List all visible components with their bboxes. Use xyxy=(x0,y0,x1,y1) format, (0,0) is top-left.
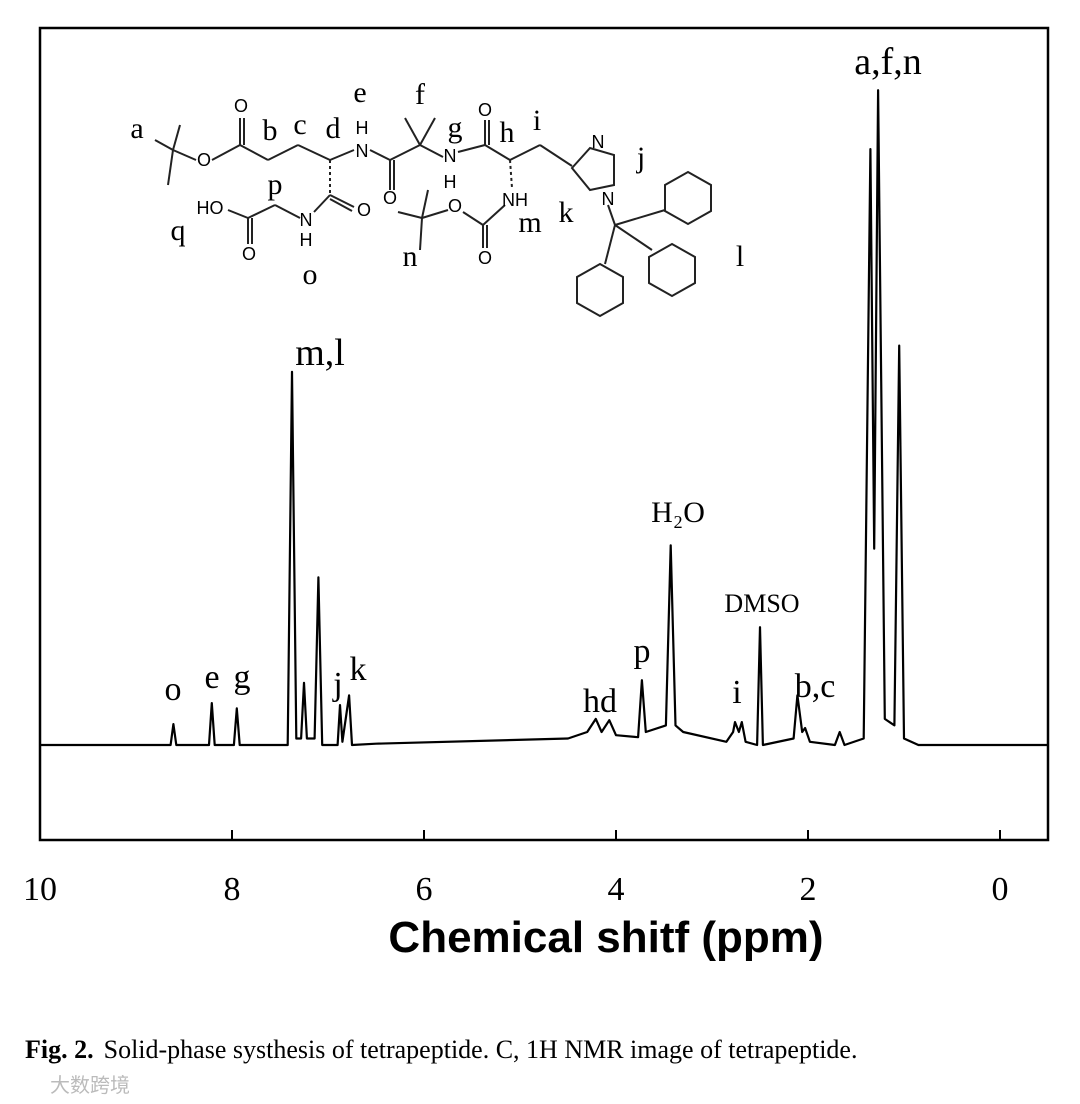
structure-atom: NH xyxy=(502,190,528,210)
peak-annotation: m,l xyxy=(295,332,345,374)
structure-label: l xyxy=(736,240,744,273)
structure-atom: O xyxy=(448,196,462,216)
caption-label: Fig. 2. xyxy=(25,1035,94,1064)
structure-atom: O xyxy=(478,248,492,268)
x-tick-label: 2 xyxy=(800,871,817,908)
peak-annotation: b,c xyxy=(795,668,836,705)
structure-label: d xyxy=(326,112,341,145)
structure-label: c xyxy=(293,108,306,141)
structure-label: g xyxy=(448,111,463,144)
structure-bonds xyxy=(154,117,712,318)
peak-annotation: H₂O xyxy=(651,496,705,529)
structure-atom: O xyxy=(234,96,248,116)
peak-annotation: a,f,n xyxy=(854,41,922,83)
structure-label: a xyxy=(130,112,143,145)
structure-atom: N xyxy=(356,141,369,161)
peak-annotation: j xyxy=(332,666,342,703)
structure-atom: N xyxy=(300,210,313,230)
structure-label: i xyxy=(533,104,541,137)
caption-text: Solid-phase systhesis of tetrapeptide. C… xyxy=(104,1035,858,1064)
peak-annotation: hd xyxy=(583,683,617,720)
structure-label: h xyxy=(500,116,515,149)
x-tick-label: 0 xyxy=(992,871,1009,908)
peak-annotation: g xyxy=(234,659,251,696)
x-tick-label: 6 xyxy=(416,871,433,908)
caption: Fig. 2. Solid-phase systhesis of tetrapep… xyxy=(25,1035,857,1064)
structure-label: q xyxy=(171,214,186,247)
structure-atom: O xyxy=(357,200,371,220)
structure-label: n xyxy=(403,240,418,273)
structure-label: f xyxy=(415,78,425,111)
structure-atom: O xyxy=(197,150,211,170)
x-axis-label: Chemical shitf (ppm) xyxy=(388,913,823,962)
spectrum-line xyxy=(40,89,1048,747)
structure-label: o xyxy=(303,258,318,291)
x-tick-label: 4 xyxy=(608,871,625,908)
structure-atom: N xyxy=(602,189,615,209)
watermark: 大数跨境 xyxy=(50,1073,130,1097)
structure-atom: HO xyxy=(197,198,224,218)
structure-atom: H xyxy=(300,230,313,250)
peak-annotation: k xyxy=(350,651,367,688)
peak-annotation: e xyxy=(204,659,219,696)
peak-annotation: p xyxy=(634,633,651,670)
structure-atom: O xyxy=(242,244,256,264)
structure-atom: N xyxy=(592,132,605,152)
structure-label: p xyxy=(268,168,283,201)
structure-label: j xyxy=(636,141,645,174)
peak-annotation: o xyxy=(165,671,182,708)
structure-label: k xyxy=(559,196,574,229)
plot-frame xyxy=(38,26,1050,842)
structure-label: m xyxy=(518,206,541,239)
x-tick-label: 8 xyxy=(224,871,241,908)
structure-atom: N xyxy=(444,146,457,166)
structure-atom: H xyxy=(356,118,369,138)
structure-label: e xyxy=(353,76,366,109)
structure-label: b xyxy=(263,114,278,147)
structure-atom: O xyxy=(478,100,492,120)
peak-annotation: i xyxy=(732,674,741,711)
structure-atom: H xyxy=(444,172,457,192)
x-tick-label: 10 xyxy=(23,871,57,908)
structure-atom: O xyxy=(383,188,397,208)
peak-annotation: DMSO xyxy=(724,589,799,618)
